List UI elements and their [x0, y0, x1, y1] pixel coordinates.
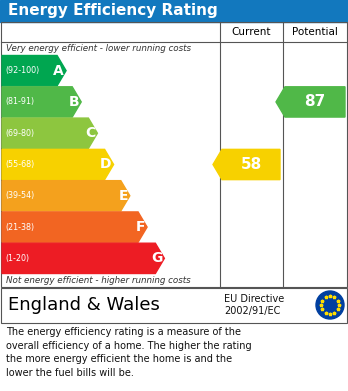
- Text: The energy efficiency rating is a measure of the
overall efficiency of a home. T: The energy efficiency rating is a measur…: [6, 327, 252, 378]
- Text: D: D: [100, 158, 112, 172]
- Bar: [1, 287, 347, 323]
- Text: G: G: [151, 251, 163, 265]
- Text: F: F: [136, 220, 145, 234]
- Text: (92-100): (92-100): [5, 66, 39, 75]
- Text: B: B: [69, 95, 79, 109]
- Circle shape: [316, 291, 344, 319]
- Text: (55-68): (55-68): [5, 160, 34, 169]
- Text: 2002/91/EC: 2002/91/EC: [224, 307, 280, 316]
- Text: Energy Efficiency Rating: Energy Efficiency Rating: [8, 4, 218, 18]
- Text: (69-80): (69-80): [5, 129, 34, 138]
- Text: (21-38): (21-38): [5, 222, 34, 231]
- Polygon shape: [2, 118, 97, 148]
- Text: Current: Current: [232, 27, 271, 37]
- Polygon shape: [276, 87, 345, 117]
- Bar: [0, 0, 348, 22]
- Polygon shape: [2, 212, 147, 242]
- Bar: [1, 22, 347, 287]
- Text: E: E: [118, 189, 128, 203]
- Text: Not energy efficient - higher running costs: Not energy efficient - higher running co…: [6, 276, 191, 285]
- Text: A: A: [53, 64, 64, 78]
- Text: EU Directive: EU Directive: [224, 294, 284, 303]
- Text: (39-54): (39-54): [5, 191, 34, 200]
- Polygon shape: [213, 149, 280, 179]
- Text: (1-20): (1-20): [5, 254, 29, 263]
- Text: C: C: [85, 126, 95, 140]
- Polygon shape: [2, 56, 66, 86]
- Text: Potential: Potential: [292, 27, 338, 37]
- Polygon shape: [2, 243, 164, 273]
- Polygon shape: [2, 87, 81, 117]
- Bar: [0, 287, 348, 323]
- Text: 58: 58: [240, 157, 262, 172]
- Text: (81-91): (81-91): [5, 97, 34, 106]
- Text: 87: 87: [304, 95, 326, 109]
- Text: England & Wales: England & Wales: [8, 296, 160, 314]
- Polygon shape: [2, 149, 113, 179]
- Text: Very energy efficient - lower running costs: Very energy efficient - lower running co…: [6, 44, 191, 53]
- Polygon shape: [2, 181, 130, 211]
